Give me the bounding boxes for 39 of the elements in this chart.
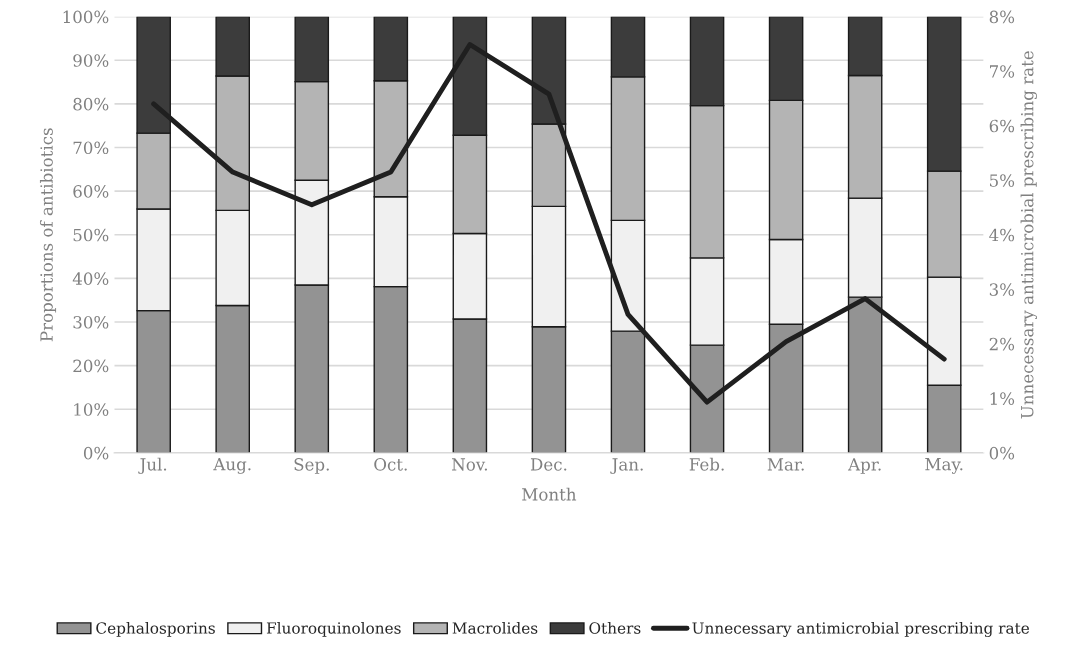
legend-label: Fluoroquinolones — [266, 621, 401, 637]
y2-tick-label: 1% — [990, 392, 1015, 405]
legend-label: Unnecessary antimicrobial prescribing rate — [692, 621, 1030, 637]
x-tick-label: Aug. — [213, 458, 251, 474]
x-tick-label: May. — [925, 458, 963, 474]
y2-tick-label: 6% — [989, 119, 1015, 133]
y-tick-label: 50% — [73, 228, 109, 242]
y-tick-label: 100% — [63, 10, 109, 24]
x-tick-label: Jul. — [138, 457, 167, 474]
x-tick-label: Jan. — [610, 458, 643, 474]
y-tick-label: 80% — [73, 97, 109, 111]
y2-tick-label: 4% — [989, 228, 1015, 242]
y-tick-label: 60% — [73, 185, 109, 198]
x-tick-label: Oct. — [374, 458, 407, 471]
y2-tick-label: 3% — [989, 283, 1015, 296]
y-tick-label: 30% — [73, 315, 109, 329]
legend-label: Cephalosporins — [96, 621, 215, 637]
y-tick-label: 90% — [73, 54, 109, 67]
y-tick-label: 20% — [73, 359, 109, 373]
x-tick-label: Apr. — [847, 458, 881, 474]
x-axis-title: Month — [522, 487, 577, 501]
y2-axis-title: Unnecessary antimicrobial prescribing rate — [1020, 51, 1037, 419]
x-tick-label: Feb. — [689, 457, 724, 471]
x-tick-label: Nov. — [452, 458, 487, 471]
y2-tick-label: 5% — [990, 174, 1015, 187]
x-tick-label: Mar. — [767, 458, 804, 471]
legend-label: Others — [589, 621, 641, 634]
x-tick-label: Dec. — [530, 458, 567, 471]
y2-tick-label: 7% — [990, 65, 1015, 78]
y2-tick-label: 8% — [989, 10, 1015, 24]
y-tick-label: 70% — [73, 141, 109, 155]
y-axis-title: Proportions of antibiotics — [39, 128, 57, 342]
y-tick-label: 0% — [83, 446, 109, 460]
y-tick-label: 10% — [74, 403, 109, 416]
y-tick-label: 40% — [72, 272, 109, 285]
y2-tick-label: 0% — [989, 446, 1015, 460]
y2-tick-label: 2% — [989, 337, 1015, 351]
x-tick-label: Sep. — [294, 458, 329, 474]
legend-label: Macrolides — [452, 621, 538, 634]
